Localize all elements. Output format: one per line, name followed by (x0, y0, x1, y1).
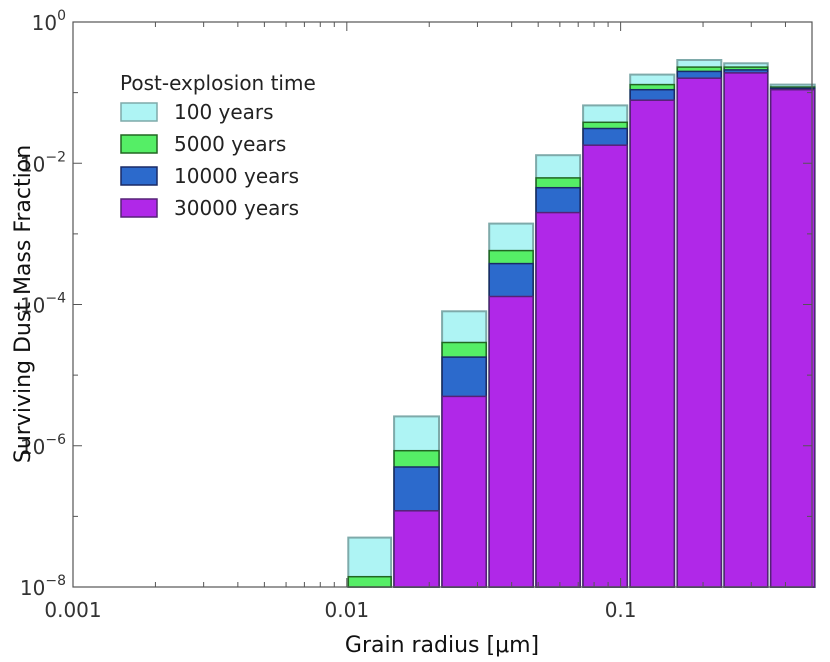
legend-label-2: 10000 years (174, 164, 299, 188)
bar-series3-bin7 (676, 77, 723, 588)
y-tick-label: 10−6 (20, 432, 66, 459)
legend-title: Post-explosion time (120, 71, 316, 95)
y-tick-label: 10−4 (20, 291, 66, 318)
bar-series1-bin0 (347, 575, 392, 588)
legend-swatch-3 (120, 198, 158, 218)
y-tick-label: 10−2 (20, 149, 66, 176)
bar-series3-bin5 (582, 144, 628, 588)
legend-label-3: 30000 years (174, 196, 299, 220)
ticks-layer: 10−8 10−6 10−4 10−2 100 0.001 0.01 0.1 (20, 8, 813, 622)
bar-series3-bin3 (488, 295, 534, 588)
legend-swatch-1 (120, 134, 158, 154)
x-tick-label: 0.1 (605, 598, 637, 622)
bar-series3-bin2 (441, 395, 487, 588)
bar-series3-bin8 (723, 72, 769, 588)
legend: Post-explosion time 100 years 5000 years 1… (120, 71, 316, 220)
y-tick-label: 10−8 (20, 573, 66, 600)
legend-swatch-2 (120, 166, 158, 186)
legend-label-1: 5000 years (174, 132, 286, 156)
bar-series3-bin6 (629, 99, 676, 588)
x-tick-label: 0.001 (44, 598, 101, 622)
bar-series3-bin4 (535, 211, 581, 588)
x-axis-title: Grain radius [μm] (345, 633, 539, 658)
y-axis-title: Surviving Dust Mass Fraction (11, 145, 36, 463)
bar-series3-bin9 (769, 88, 816, 588)
y-tick-label: 100 (32, 8, 66, 35)
bar-series3-bin1 (393, 510, 440, 588)
legend-swatch-0 (120, 102, 158, 122)
x-tick-label: 0.01 (325, 598, 370, 622)
bars-layer (347, 59, 816, 589)
legend-label-0: 100 years (174, 100, 274, 124)
